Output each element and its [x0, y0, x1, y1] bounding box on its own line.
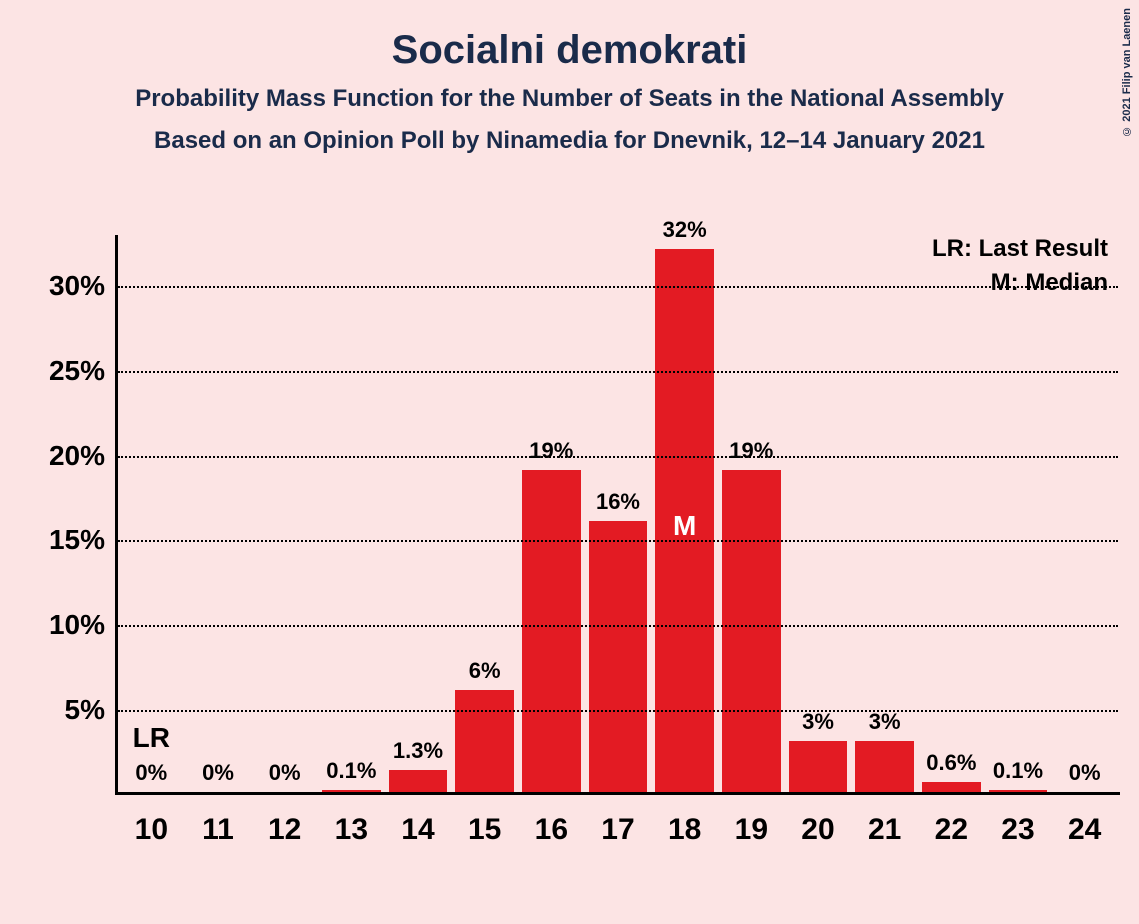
x-axis-tick: 11	[185, 813, 252, 847]
bar-value-label: 6%	[451, 658, 518, 684]
bar	[455, 690, 514, 792]
x-axis-tick: 23	[985, 813, 1052, 847]
x-axis-tick: 15	[451, 813, 518, 847]
bar-value-label: 19%	[518, 438, 585, 464]
grid-line	[118, 286, 1118, 288]
chart-subtitle-1: Probability Mass Function for the Number…	[0, 85, 1139, 113]
y-axis-tick: 5%	[25, 694, 105, 726]
bar-value-label: 0%	[118, 760, 185, 786]
y-axis-tick: 15%	[25, 524, 105, 556]
bar-slot: 0.6%	[918, 232, 985, 792]
grid-line	[118, 540, 1118, 542]
y-axis-tick: 20%	[25, 440, 105, 472]
bar-slot: 0%	[1051, 232, 1118, 792]
bar-value-label: 3%	[785, 709, 852, 735]
y-axis-tick: 30%	[25, 270, 105, 302]
x-axis-tick: 12	[251, 813, 318, 847]
bar	[855, 741, 914, 792]
bar-value-label: 0.6%	[918, 750, 985, 776]
x-axis-tick: 24	[1051, 813, 1118, 847]
bar-slot: 0.1%	[318, 232, 385, 792]
plot-area: 0%LR0%0%0.1%1.3%6%19%16%M32%19%3%3%0.6%0…	[115, 235, 1120, 795]
chart-title: Socialni demokrati	[0, 0, 1139, 73]
bar-value-label: 0%	[251, 760, 318, 786]
bar-slot: 3%	[851, 232, 918, 792]
bar-value-label: 1.3%	[385, 738, 452, 764]
x-axis-tick: 17	[585, 813, 652, 847]
chart-area: LR: Last Result M: Median 0%LR0%0%0.1%1.…	[115, 235, 1120, 835]
bar-slot: 0%	[251, 232, 318, 792]
bar	[322, 790, 381, 792]
bar-value-label: 0.1%	[318, 758, 385, 784]
bar-slot: 0.1%	[985, 232, 1052, 792]
last-result-marker: LR	[118, 722, 185, 754]
bar-slot: 0%	[185, 232, 252, 792]
grid-line	[118, 625, 1118, 627]
bar-slot: M32%	[651, 232, 718, 792]
median-marker: M	[651, 510, 718, 542]
bars-container: 0%LR0%0%0.1%1.3%6%19%16%M32%19%3%3%0.6%0…	[118, 232, 1118, 792]
grid-line	[118, 456, 1118, 458]
chart-subtitle-2: Based on an Opinion Poll by Ninamedia fo…	[0, 127, 1139, 155]
copyright-text: © 2021 Filip van Laenen	[1121, 8, 1133, 137]
x-axis-tick: 10	[118, 813, 185, 847]
bar-slot: 16%	[585, 232, 652, 792]
x-axis-tick: 13	[318, 813, 385, 847]
bar-value-label: 0.1%	[985, 758, 1052, 784]
bar-slot: 3%	[785, 232, 852, 792]
bar	[522, 470, 581, 792]
y-axis-tick: 25%	[25, 355, 105, 387]
y-axis-tick: 10%	[25, 609, 105, 641]
grid-line	[118, 371, 1118, 373]
x-axis-tick: 20	[785, 813, 852, 847]
x-axis-tick: 22	[918, 813, 985, 847]
x-axis-tick: 16	[518, 813, 585, 847]
bar-slot: 0% LR	[118, 232, 185, 792]
bar	[989, 790, 1048, 792]
bar-value-label: 3%	[851, 709, 918, 735]
x-axis-tick: 19	[718, 813, 785, 847]
bar-slot: 1.3%	[385, 232, 452, 792]
bar-slot: 19%	[518, 232, 585, 792]
grid-line	[118, 710, 1118, 712]
bar-slot: 6%	[451, 232, 518, 792]
bar-value-label: 0%	[1051, 760, 1118, 786]
bar	[722, 470, 781, 792]
bar-value-label: 16%	[585, 489, 652, 515]
bar	[922, 782, 981, 792]
x-axis-tick: 21	[851, 813, 918, 847]
bar	[789, 741, 848, 792]
bar	[389, 770, 448, 792]
bar-value-label: 32%	[651, 217, 718, 243]
x-axis-tick: 18	[651, 813, 718, 847]
bar-slot: 19%	[718, 232, 785, 792]
bar	[589, 521, 648, 793]
x-axis-tick: 14	[385, 813, 452, 847]
bar-value-label: 19%	[718, 438, 785, 464]
bar-value-label: 0%	[185, 760, 252, 786]
